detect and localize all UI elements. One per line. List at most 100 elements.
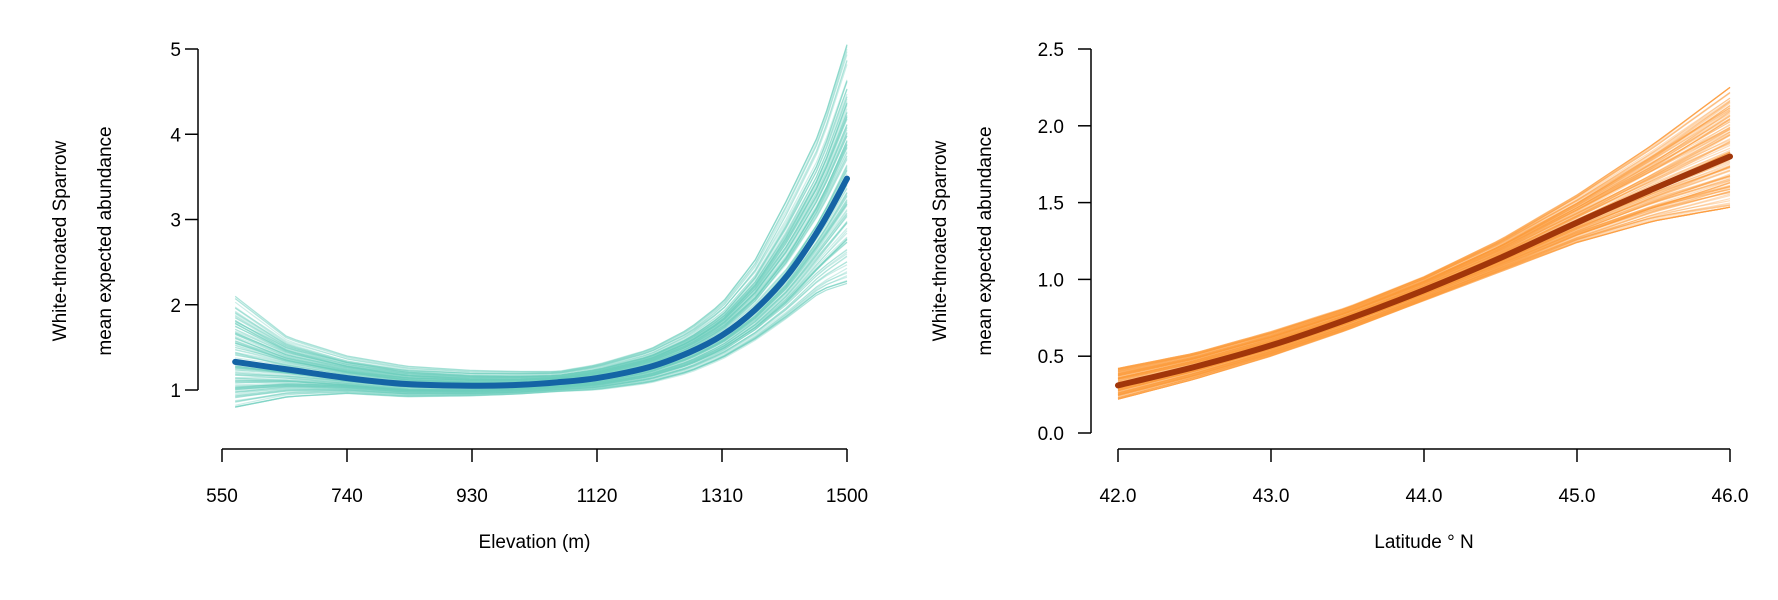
posterior-curve <box>1117 181 1731 400</box>
posterior-curve <box>235 230 848 406</box>
posterior-curve <box>235 251 848 392</box>
posterior-curve <box>234 105 848 378</box>
posterior-curve <box>234 148 848 380</box>
posterior-curve <box>1117 142 1731 373</box>
posterior-curve <box>1117 107 1731 374</box>
posterior-curve <box>1117 200 1731 393</box>
posterior-curve <box>235 59 848 379</box>
posterior-curve <box>235 199 848 391</box>
posterior-curve <box>235 215 848 392</box>
posterior-curve <box>1117 86 1731 375</box>
posterior-curve <box>235 80 848 381</box>
posterior-curve <box>235 242 848 392</box>
posterior-curve <box>1117 121 1731 376</box>
y-axis: 1 2 3 4 5 <box>170 40 199 402</box>
x-axis-title: Latitude ° N <box>1374 532 1474 553</box>
posterior-curve <box>1117 107 1731 370</box>
posterior-curve <box>234 46 848 372</box>
posterior-curve <box>1117 186 1731 396</box>
posterior-curve <box>1117 205 1731 394</box>
posterior-curve <box>235 276 848 393</box>
x-tick-label: 42.0 <box>1100 486 1137 507</box>
posterior-curve <box>235 112 848 384</box>
posterior-curve <box>235 102 848 382</box>
posterior-curve <box>235 239 848 393</box>
posterior-curve <box>1117 124 1731 371</box>
posterior-curve <box>1117 185 1731 391</box>
posterior-curve <box>234 98 848 378</box>
posterior-curve <box>235 221 848 397</box>
posterior-curve <box>234 155 848 380</box>
posterior-curve <box>235 96 848 381</box>
x-tick-label: 1310 <box>701 486 743 507</box>
posterior-curve <box>234 48 848 375</box>
posterior-curve <box>1117 192 1731 391</box>
posterior-curve <box>235 261 848 394</box>
x-tick-label: 1120 <box>577 486 618 507</box>
y-axis-title-line2: mean expected abundance <box>975 126 996 355</box>
posterior-curve <box>1117 91 1731 370</box>
posterior-curve <box>235 255 848 399</box>
mean-curve <box>232 175 850 389</box>
x-tick-label: 550 <box>206 486 238 507</box>
posterior-curve <box>235 80 848 381</box>
posterior-curve <box>1117 178 1731 392</box>
posterior-curve <box>1117 185 1731 394</box>
posterior-curve <box>1117 129 1731 376</box>
posterior-curve <box>234 44 848 373</box>
posterior-curve <box>234 135 848 381</box>
posterior-curve <box>1117 118 1731 384</box>
y-tick-label: 0.0 <box>1038 424 1064 445</box>
x-axis-title: Elevation (m) <box>479 532 591 553</box>
posterior-curve <box>1117 97 1731 370</box>
posterior-curve <box>235 124 848 385</box>
posterior-curve <box>234 81 848 378</box>
posterior-curve <box>234 112 848 378</box>
posterior-curve <box>234 135 848 381</box>
posterior-curve <box>234 64 848 377</box>
posterior-curve <box>235 236 848 391</box>
posterior-curve <box>1117 180 1731 396</box>
posterior-curves <box>1117 86 1731 400</box>
posterior-curve <box>1117 194 1731 400</box>
posterior-curve <box>1117 206 1731 394</box>
posterior-curve <box>1117 112 1731 370</box>
posterior-curve <box>1117 206 1731 396</box>
posterior-curve <box>235 272 848 393</box>
posterior-curve <box>234 119 848 377</box>
posterior-curve <box>1117 165 1731 396</box>
posterior-curve <box>1117 127 1731 375</box>
posterior-curve <box>1117 186 1731 394</box>
y-tick-label: 2 <box>170 296 181 317</box>
posterior-curve <box>235 124 848 383</box>
posterior-curve <box>1117 182 1731 399</box>
posterior-curve <box>235 192 848 391</box>
posterior-curve <box>235 192 848 394</box>
posterior-curve <box>234 146 848 382</box>
posterior-curve <box>1117 97 1731 374</box>
y-tick-label: 3 <box>170 211 181 232</box>
y-tick-label: 0.5 <box>1038 347 1064 368</box>
posterior-curve <box>1117 109 1731 376</box>
elevation-panel: 1 2 3 4 5 550 740 930 1120 1310 1500 Elevation (m… <box>50 40 868 553</box>
posterior-curve <box>235 271 848 408</box>
posterior-curve <box>235 214 848 395</box>
posterior-curve <box>1117 174 1731 396</box>
posterior-curve <box>1117 86 1731 378</box>
posterior-curve <box>235 114 848 381</box>
posterior-curve <box>1117 202 1731 396</box>
mean-curve <box>1115 153 1733 389</box>
posterior-curve <box>1117 206 1731 396</box>
posterior-curve <box>235 202 848 392</box>
posterior-curve <box>1117 126 1731 373</box>
posterior-curve <box>1117 128 1731 370</box>
posterior-curve <box>1117 126 1731 379</box>
posterior-curve <box>235 227 848 392</box>
posterior-curve <box>1117 104 1731 380</box>
posterior-curve <box>235 116 848 382</box>
posterior-curve <box>235 205 848 392</box>
posterior-curve <box>1117 86 1731 377</box>
posterior-curve <box>234 133 848 382</box>
posterior-curve <box>235 280 848 398</box>
posterior-curve <box>1117 101 1731 380</box>
